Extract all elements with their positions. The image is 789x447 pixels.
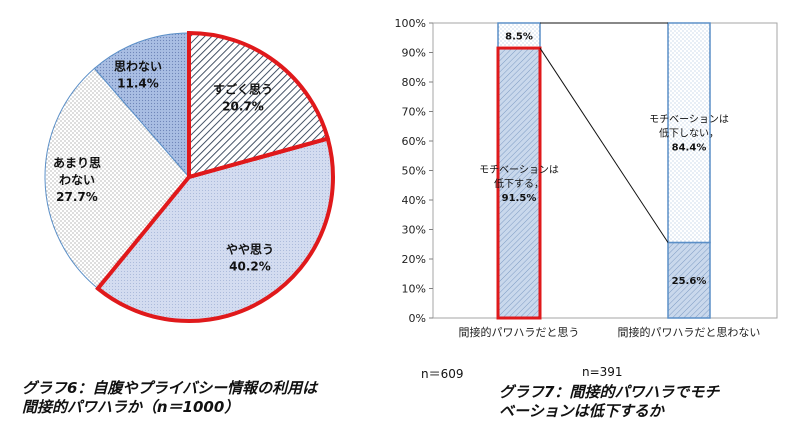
connector-line-boundary [539, 47, 669, 243]
stacked-bar-chart: 0% 10% 20% 30% 40% 50% 60% 70% 80% 90% 100% モチベーション… [395, 17, 778, 339]
pie-slice-2-highlight [95, 136, 335, 323]
bar-2-segment-2 [667, 22, 711, 244]
y-tick-label: 30% [402, 224, 426, 237]
pie-slice-label-2: やや思う 40.2% [226, 243, 274, 274]
pie-slice-1-highlight [187, 30, 331, 180]
y-tick-label: 60% [402, 135, 426, 148]
x-category-label-1: 間接的パワハラだと思う [459, 325, 580, 339]
y-tick-label: 100% [395, 17, 426, 30]
pie-chart-caption: グラフ6：自腹やプライバシー情報の利用は 間接的パワハラか（n＝1000） [22, 379, 317, 417]
bar-plot-area [432, 22, 778, 319]
pie-caption-line-1: グラフ6：自腹やプライバシー情報の利用は [22, 379, 318, 397]
bar-2-segment-2-label: モチベーションは低下しない， 84.4% [649, 114, 729, 154]
pie-slice-label-3: あまり思わない 27.7% [53, 156, 101, 204]
y-tick-label: 0% [409, 312, 426, 325]
bar-caption-line-2: ベーションは低下するか [499, 402, 664, 420]
bar-1-segment-1-label: モチベーションは低下する， 91.5% [479, 164, 559, 204]
pie-caption-line-2: 間接的パワハラか（n＝1000） [22, 398, 240, 416]
bar-caption-line-1: グラフ7：間接的パワハラでモチ [499, 383, 720, 401]
y-tick-label: 50% [402, 165, 426, 178]
pie-slice-3 [44, 67, 190, 290]
y-tick-label: 20% [402, 253, 426, 266]
bar-2-segment-1-label: 25.6% [672, 276, 707, 287]
x-category-label-2: 間接的パワハラだと思わない [618, 325, 761, 339]
pie-slice-4 [93, 32, 190, 179]
n-label-right: n=391 [582, 365, 623, 379]
pie-slice-label-4: 思わない 11.4% [114, 60, 162, 91]
y-tick-label: 90% [402, 47, 426, 60]
y-tick-label: 80% [402, 76, 426, 89]
y-tick-label: 40% [402, 194, 426, 207]
pie-slice-label-1: すごく思う 20.7% [213, 82, 273, 114]
bar-chart-caption: グラフ7：間接的パワハラでモチ ベーションは低下するか [499, 383, 719, 421]
bar-1-segment-2-label: 8.5% [505, 32, 533, 43]
y-tick-label: 70% [402, 106, 426, 119]
n-label-left: n＝609 [421, 367, 464, 381]
y-tick-label: 10% [402, 283, 426, 296]
bar-1-highlight [496, 46, 542, 320]
pie-chart: すごく思う 20.7% やや思う 40.2% あまり思わない 27.7% 思わない 11.4% [44, 30, 335, 323]
